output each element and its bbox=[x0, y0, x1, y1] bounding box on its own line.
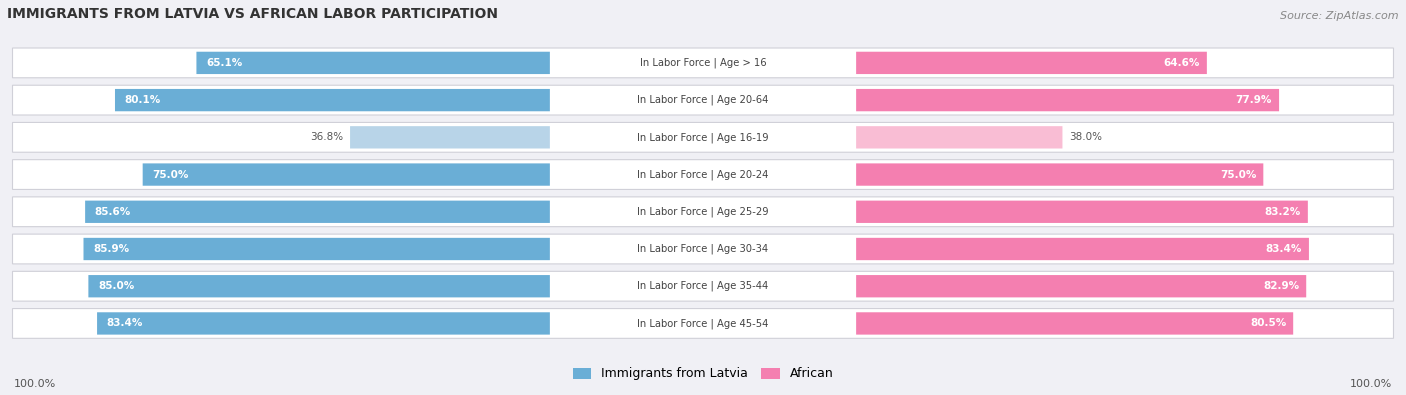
Text: 85.9%: 85.9% bbox=[93, 244, 129, 254]
FancyBboxPatch shape bbox=[13, 48, 1393, 78]
FancyBboxPatch shape bbox=[856, 89, 1279, 111]
Text: In Labor Force | Age 20-64: In Labor Force | Age 20-64 bbox=[637, 95, 769, 105]
Text: 64.6%: 64.6% bbox=[1164, 58, 1199, 68]
FancyBboxPatch shape bbox=[13, 85, 1393, 115]
Text: In Labor Force | Age 20-24: In Labor Force | Age 20-24 bbox=[637, 169, 769, 180]
FancyBboxPatch shape bbox=[856, 126, 1063, 149]
Text: 100.0%: 100.0% bbox=[1350, 379, 1392, 389]
Text: In Labor Force | Age 30-34: In Labor Force | Age 30-34 bbox=[637, 244, 769, 254]
FancyBboxPatch shape bbox=[197, 52, 550, 74]
Text: 38.0%: 38.0% bbox=[1070, 132, 1102, 142]
FancyBboxPatch shape bbox=[856, 238, 1309, 260]
FancyBboxPatch shape bbox=[115, 89, 550, 111]
FancyBboxPatch shape bbox=[83, 238, 550, 260]
FancyBboxPatch shape bbox=[142, 164, 550, 186]
Text: In Labor Force | Age 16-19: In Labor Force | Age 16-19 bbox=[637, 132, 769, 143]
Text: IMMIGRANTS FROM LATVIA VS AFRICAN LABOR PARTICIPATION: IMMIGRANTS FROM LATVIA VS AFRICAN LABOR … bbox=[7, 7, 498, 21]
Text: 83.4%: 83.4% bbox=[1265, 244, 1302, 254]
FancyBboxPatch shape bbox=[13, 160, 1393, 190]
Text: 83.4%: 83.4% bbox=[107, 318, 143, 329]
Text: 65.1%: 65.1% bbox=[207, 58, 242, 68]
FancyBboxPatch shape bbox=[86, 201, 550, 223]
FancyBboxPatch shape bbox=[13, 122, 1393, 152]
Text: 75.0%: 75.0% bbox=[152, 169, 188, 180]
FancyBboxPatch shape bbox=[350, 126, 550, 149]
Text: 82.9%: 82.9% bbox=[1263, 281, 1299, 291]
FancyBboxPatch shape bbox=[13, 197, 1393, 227]
Text: 80.1%: 80.1% bbox=[125, 95, 160, 105]
FancyBboxPatch shape bbox=[97, 312, 550, 335]
Text: In Labor Force | Age 25-29: In Labor Force | Age 25-29 bbox=[637, 207, 769, 217]
Text: 36.8%: 36.8% bbox=[309, 132, 343, 142]
Text: 80.5%: 80.5% bbox=[1250, 318, 1286, 329]
FancyBboxPatch shape bbox=[13, 234, 1393, 264]
Text: 100.0%: 100.0% bbox=[14, 379, 56, 389]
FancyBboxPatch shape bbox=[856, 312, 1294, 335]
Text: 75.0%: 75.0% bbox=[1220, 169, 1257, 180]
Text: In Labor Force | Age > 16: In Labor Force | Age > 16 bbox=[640, 58, 766, 68]
Text: In Labor Force | Age 35-44: In Labor Force | Age 35-44 bbox=[637, 281, 769, 292]
FancyBboxPatch shape bbox=[13, 271, 1393, 301]
Text: 77.9%: 77.9% bbox=[1236, 95, 1272, 105]
FancyBboxPatch shape bbox=[856, 52, 1206, 74]
Text: Source: ZipAtlas.com: Source: ZipAtlas.com bbox=[1281, 11, 1399, 21]
FancyBboxPatch shape bbox=[856, 275, 1306, 297]
Text: 85.0%: 85.0% bbox=[98, 281, 135, 291]
FancyBboxPatch shape bbox=[856, 164, 1264, 186]
Text: 83.2%: 83.2% bbox=[1264, 207, 1301, 217]
Text: In Labor Force | Age 45-54: In Labor Force | Age 45-54 bbox=[637, 318, 769, 329]
FancyBboxPatch shape bbox=[13, 308, 1393, 339]
Legend: Immigrants from Latvia, African: Immigrants from Latvia, African bbox=[568, 363, 838, 386]
FancyBboxPatch shape bbox=[856, 201, 1308, 223]
FancyBboxPatch shape bbox=[89, 275, 550, 297]
Text: 85.6%: 85.6% bbox=[94, 207, 131, 217]
